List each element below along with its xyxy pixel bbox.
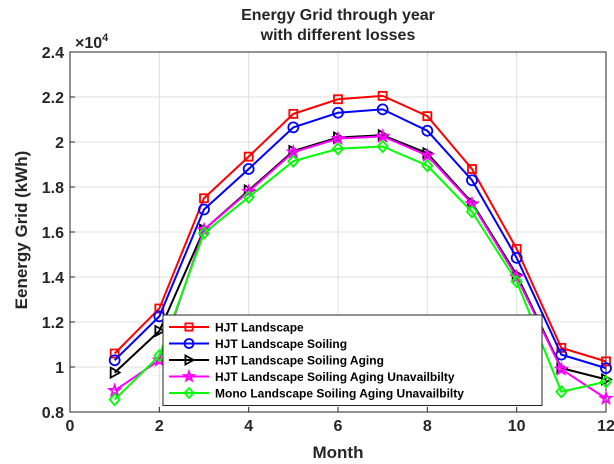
- chart-title-line-1: Energy Grid through year: [241, 7, 435, 24]
- y-tick-label: 1.2: [42, 315, 64, 332]
- data-point-diamond: [510, 274, 523, 289]
- data-point-circle: [466, 174, 478, 187]
- data-point-triangle: [109, 366, 122, 380]
- legend-label: HJT Landscape Soiling Aging Unavailbilty: [215, 370, 455, 384]
- x-tick-label: 2: [155, 418, 164, 435]
- x-tick-label: 8: [423, 418, 432, 435]
- data-point-diamond: [421, 158, 434, 173]
- series-5: [108, 139, 613, 407]
- axis-ticks: 0 2 4 6 8 10 12 0.8 1 1.2 1.4 1.6 1.8 2 2.2 2.4: [42, 45, 614, 435]
- data-point-circle: [376, 103, 389, 116]
- data-point-triangle: [184, 353, 196, 367]
- data-point-square: [109, 348, 120, 359]
- data-point-star: [181, 368, 197, 383]
- data-point-star: [553, 361, 570, 376]
- series-lines: [106, 90, 614, 407]
- data-point-star: [598, 390, 614, 406]
- legend-entry: HJT Landscape Soiling Aging: [169, 354, 384, 368]
- data-point-diamond: [242, 190, 255, 204]
- x-axis-label: Month: [313, 443, 364, 462]
- y-tick-label: 0.8: [42, 405, 64, 422]
- data-point-square: [333, 94, 343, 105]
- legend-label: HJT Landscape Soiling Aging: [215, 354, 384, 368]
- data-point-star: [419, 147, 436, 163]
- x-tick-label: 10: [508, 418, 526, 435]
- legend-entry: Mono Landscape Soiling Aging Unavailbilt…: [169, 387, 464, 401]
- data-point-circle: [108, 354, 121, 367]
- legend-label: HJT Landscape Soiling: [215, 337, 347, 351]
- data-point-circle: [555, 348, 568, 361]
- data-point-circle: [421, 124, 434, 137]
- x-tick-label: 12: [597, 418, 614, 435]
- legend-entry: HJT Landscape: [169, 321, 304, 335]
- data-point-star: [330, 130, 346, 146]
- data-point-square: [199, 193, 209, 204]
- data-point-diamond: [197, 226, 211, 240]
- series-line: [113, 145, 607, 401]
- y-tick-label: 1: [55, 360, 64, 377]
- data-point-circle: [332, 106, 344, 119]
- legend-box: [162, 314, 543, 406]
- data-point-diamond: [331, 141, 345, 156]
- y-axis-label: Eenergy Grid (kWh): [12, 151, 31, 310]
- y-tick-label: 1.8: [42, 180, 64, 197]
- y-tick-label: 2.4: [42, 45, 64, 62]
- legend-label: Mono Landscape Soiling Aging Unavailbilt…: [215, 387, 464, 401]
- legend-label: HJT Landscape: [215, 321, 304, 335]
- y-tick-label: 2: [55, 135, 64, 152]
- data-point-diamond: [376, 139, 389, 154]
- data-point-square: [184, 322, 194, 332]
- data-point-square: [601, 356, 611, 367]
- legend-entry: HJT Landscape Soiling Aging Unavailbilty: [169, 368, 455, 384]
- data-point-diamond: [465, 204, 479, 219]
- data-point-circle: [242, 163, 255, 175]
- data-point-star: [240, 183, 257, 199]
- x-tick-label: 4: [244, 418, 253, 435]
- data-point-star: [374, 128, 391, 143]
- x-tick-label: 0: [66, 418, 75, 435]
- data-point-circle: [198, 203, 210, 216]
- data-point-square: [288, 108, 299, 119]
- data-point-diamond: [287, 154, 300, 168]
- y-tick-label: 1.4: [42, 270, 64, 287]
- chart-title-line-2: with different losses: [260, 27, 416, 44]
- data-point-circle: [183, 338, 195, 349]
- data-point-diamond: [108, 392, 121, 407]
- y-tick-label: 1.6: [42, 225, 64, 242]
- legend: HJT Landscape HJT Landscape Soiling HJT La…: [162, 314, 543, 406]
- series-1: [109, 90, 611, 367]
- data-point-diamond: [555, 384, 568, 399]
- data-point-circle: [287, 121, 300, 134]
- y-tick-label: 2.2: [42, 90, 64, 107]
- data-point-triangle: [154, 324, 167, 338]
- data-point-square: [243, 151, 254, 162]
- legend-entry: HJT Landscape Soiling: [169, 337, 347, 351]
- data-point-square: [467, 164, 477, 174]
- data-point-square: [377, 90, 388, 101]
- data-point-diamond: [183, 386, 195, 400]
- data-point-diamond: [599, 374, 613, 389]
- data-point-circle: [510, 251, 523, 264]
- x-tick-label: 6: [334, 418, 343, 435]
- data-point-square: [422, 111, 433, 122]
- data-point-circle: [600, 362, 612, 375]
- y-exponent-label: ×104: [75, 32, 109, 52]
- series-line: [113, 94, 607, 363]
